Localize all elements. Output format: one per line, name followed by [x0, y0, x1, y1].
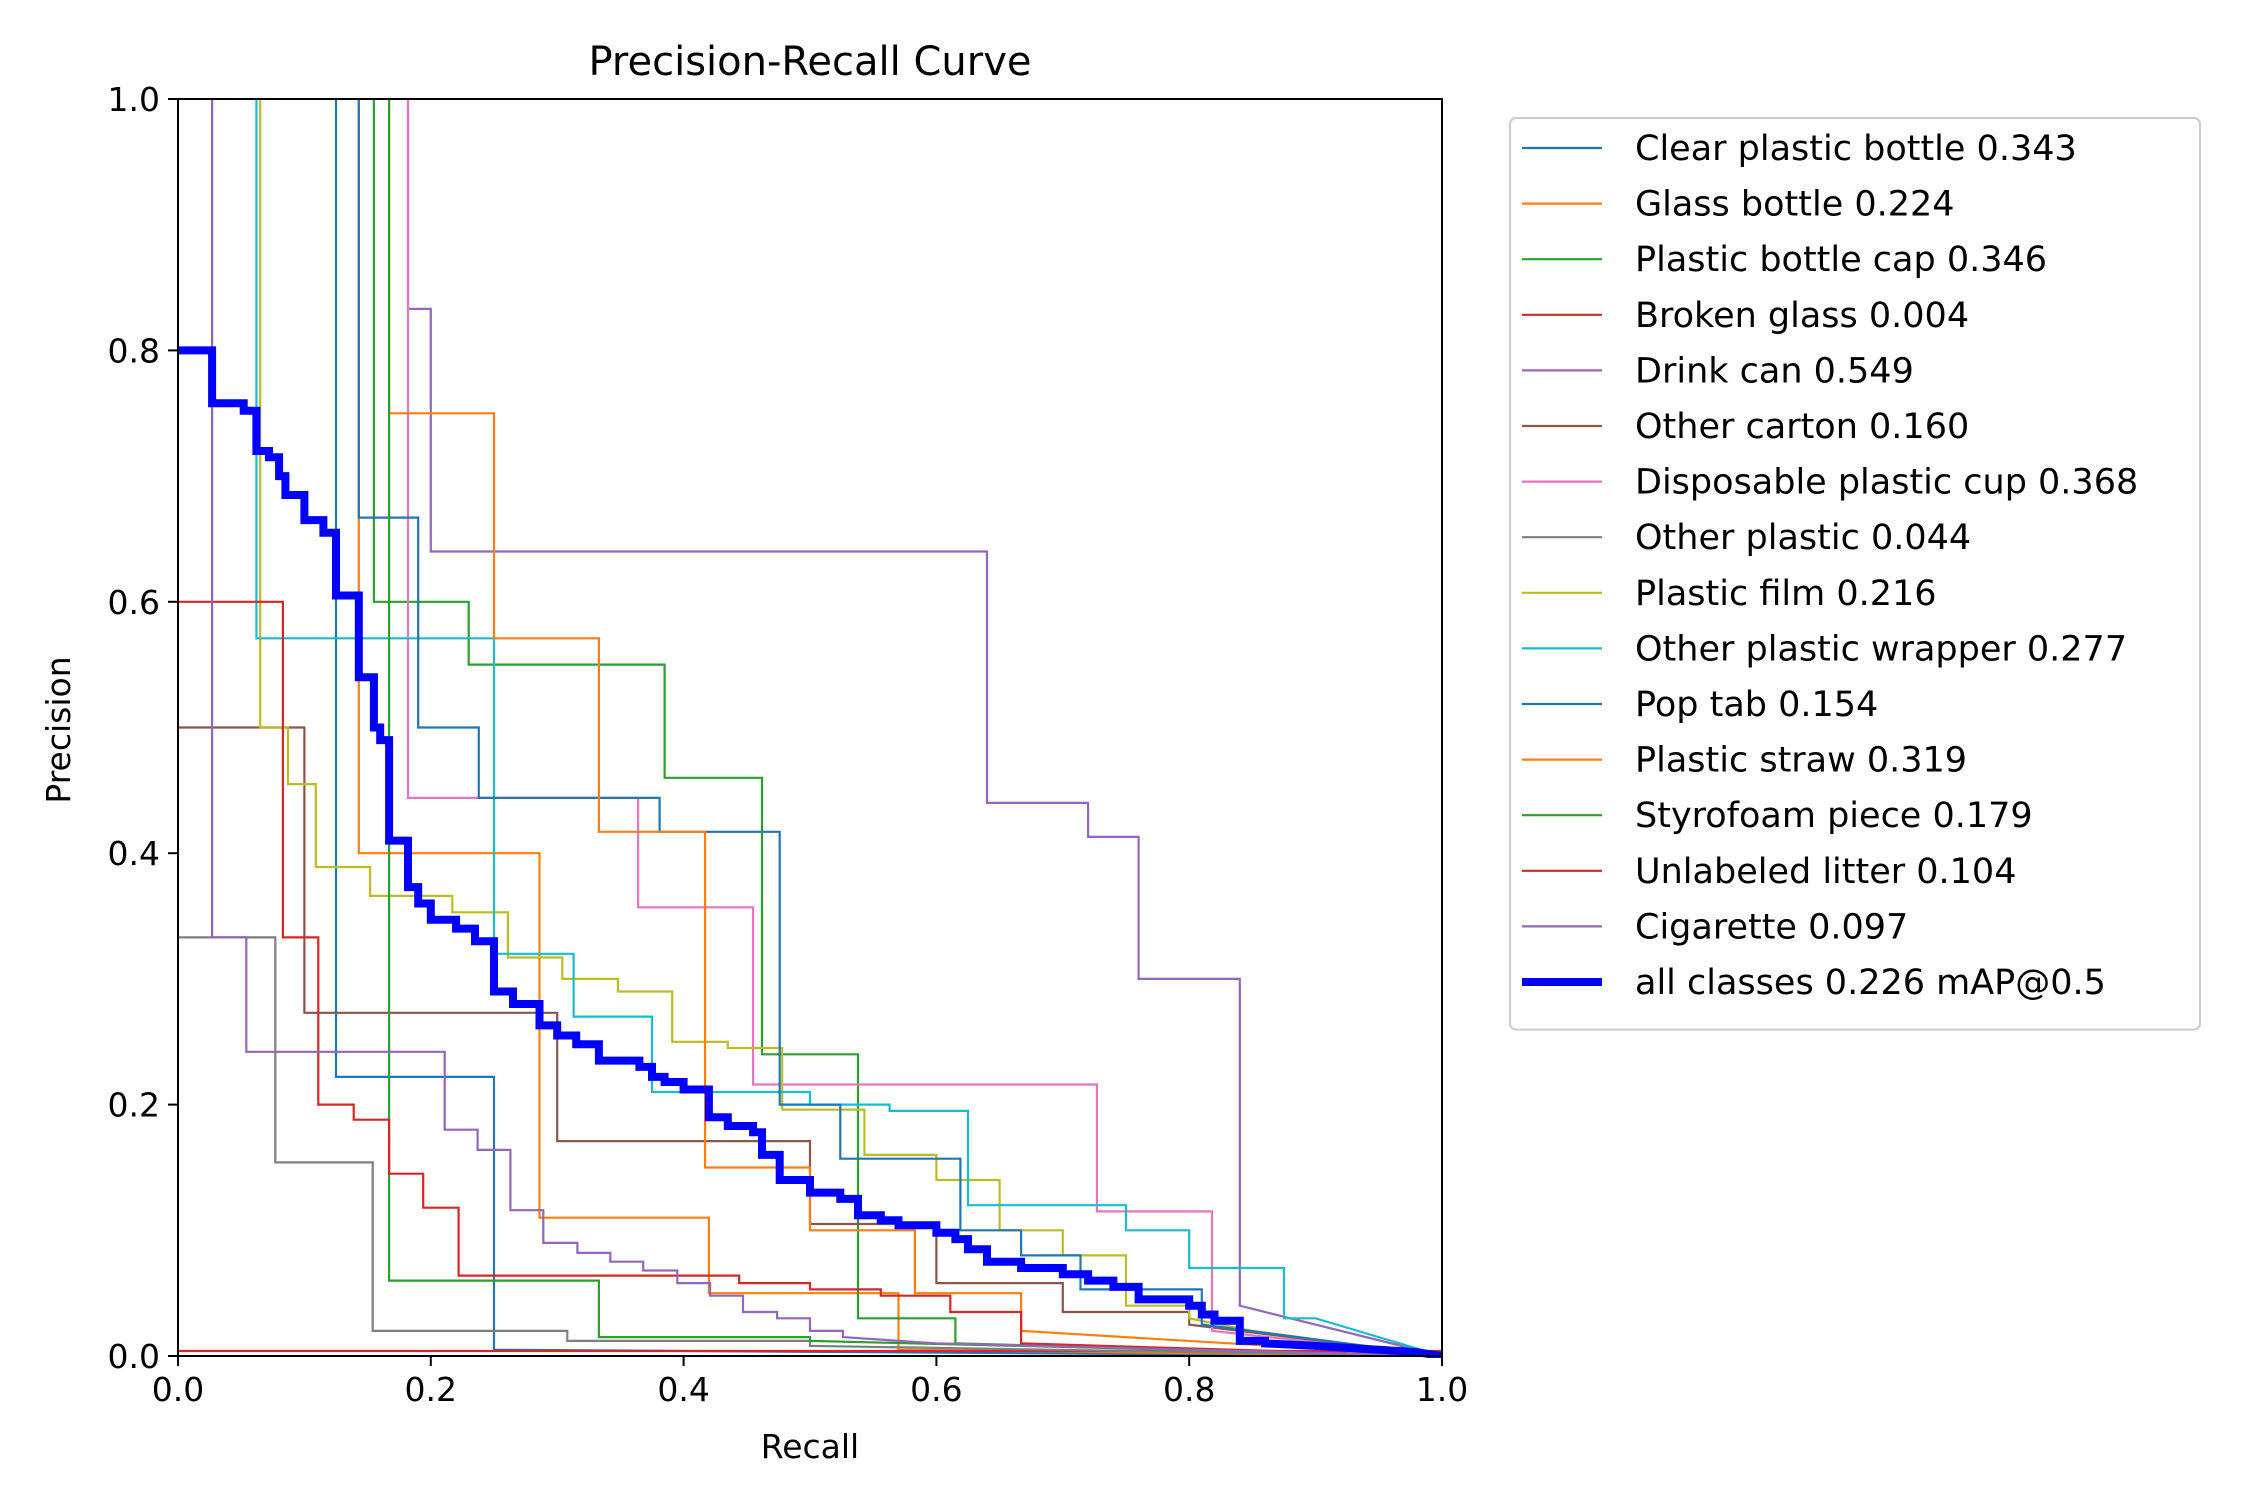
series-line-10	[357, 99, 1442, 1358]
legend-label: Drink can 0.549	[1635, 351, 1914, 391]
y-tick-label: 0.0	[108, 1337, 160, 1376]
y-tick-label: 0.4	[108, 834, 160, 873]
x-tick-label: 0.4	[657, 1370, 709, 1409]
legend-label: Plastic bottle cap 0.346	[1635, 240, 2047, 280]
axes-frame	[177, 98, 1443, 1357]
legend-label: Unlabeled litter 0.104	[1635, 852, 2016, 892]
x-tick-label: 1.0	[1416, 1370, 1468, 1409]
legend-label: Pop tab 0.154	[1635, 685, 1878, 725]
series-line-15	[178, 346, 1442, 1358]
axes: 0.0 0.2 0.4 0.6 0.8 1.0 0.0 0.2 0.4 0.6 0.8 1.0	[108, 80, 1469, 1409]
x-tick-label: 0.2	[405, 1370, 457, 1409]
series-line-14	[211, 99, 1442, 1358]
series-line-12	[388, 99, 1442, 1358]
legend-label: all classes 0.226 mAP@0.5	[1635, 963, 2106, 1003]
legend-label: Disposable plastic cup 0.368	[1635, 463, 2138, 503]
legend-label: Clear plastic bottle 0.343	[1635, 129, 2077, 169]
y-tick-label: 0.8	[108, 331, 160, 370]
series-line-2	[372, 99, 1442, 1358]
series-line-9	[255, 99, 1442, 1358]
legend-label: Other carton 0.160	[1635, 407, 1969, 447]
legend-label: Plastic straw 0.319	[1635, 741, 1967, 781]
x-tick-label: 0.8	[1163, 1370, 1215, 1409]
chart-title: Precision-Recall Curve	[589, 39, 1032, 85]
series-line-7	[178, 936, 1442, 1358]
series-line-4	[406, 99, 1442, 1358]
series-line-1	[357, 99, 1442, 1358]
legend-label: Glass bottle 0.224	[1635, 185, 1955, 225]
legend-label: Other plastic 0.044	[1635, 518, 1971, 558]
legend-label: Broken glass 0.004	[1635, 296, 1969, 336]
legend: Clear plastic bottle 0.343 Glass bottle 0…	[1509, 117, 2201, 1031]
y-axis-label: Precision	[39, 656, 78, 803]
y-tick-label: 0.2	[108, 1086, 160, 1125]
y-tick-label: 0.6	[108, 583, 160, 622]
x-axis-label: Recall	[761, 1427, 859, 1466]
series-line-13	[178, 600, 1442, 1358]
legend-box	[1509, 117, 2201, 1031]
series-line-5	[178, 726, 1442, 1358]
x-tick-label: 0.6	[910, 1370, 962, 1409]
series-line-11	[388, 99, 1442, 1358]
legend-label: Plastic film 0.216	[1635, 574, 1937, 614]
series-line-0	[334, 99, 1442, 1358]
legend-label: Cigarette 0.097	[1635, 907, 1908, 947]
series-line-6	[406, 99, 1442, 1358]
x-tick-label: 0.0	[152, 1370, 204, 1409]
legend-label: Other plastic wrapper 0.277	[1635, 629, 2127, 669]
plot-area	[178, 99, 1442, 1358]
y-tick-label: 1.0	[108, 80, 160, 119]
legend-label: Styrofoam piece 0.179	[1635, 796, 2033, 836]
